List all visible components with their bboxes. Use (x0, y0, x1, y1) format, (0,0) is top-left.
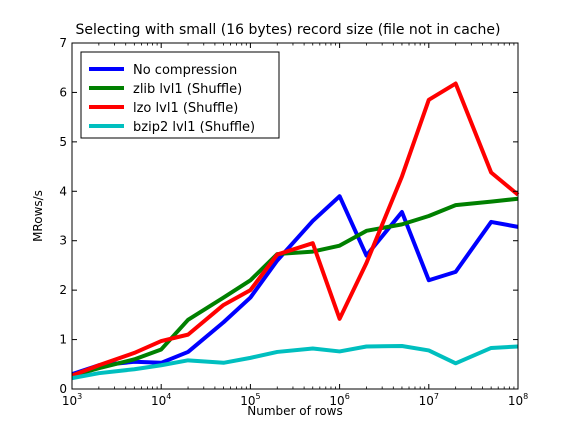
series-layer (71, 81, 520, 381)
x-axis: 103 104 105 106 107 108 (62, 43, 528, 408)
legend: No compression zlib lvl1 (Shuffle) lzo lvl… (80, 51, 280, 139)
legend-label-1: zlib lvl1 (Shuffle) (133, 82, 242, 97)
y-tick-label: 3 (59, 234, 67, 248)
y-tick-label: 0 (59, 382, 67, 396)
x-axis-label: Number of rows (247, 404, 342, 418)
series-line-2 (71, 81, 520, 378)
y-tick-label: 7 (59, 36, 67, 50)
x-tick-label: 108 (508, 392, 528, 408)
y-axis: 0 1 2 3 4 5 6 7 (59, 36, 518, 396)
legend-label-2: lzo lvl1 (Shuffle) (133, 101, 238, 116)
y-axis-label: MRows/s (31, 190, 45, 242)
x-tick-label: 107 (419, 392, 439, 408)
legend-box (80, 51, 280, 139)
x-tick-label: 106 (329, 392, 349, 408)
y-tick-label: 1 (59, 333, 67, 347)
legend-label-3: bzip2 lvl1 (Shuffle) (133, 120, 255, 135)
series-line-0 (71, 194, 519, 377)
plot-frame (71, 42, 519, 390)
series-line-1 (71, 196, 519, 378)
x-tick-label: 103 (62, 392, 82, 408)
y-tick-label: 5 (59, 135, 67, 149)
y-tick-label: 4 (59, 184, 67, 198)
y-tick-label: 2 (59, 283, 67, 297)
series-line-3 (71, 344, 519, 381)
x-tick-label: 105 (240, 392, 260, 408)
chart-title: Selecting with small (16 bytes) record s… (76, 22, 501, 38)
y-tick-label: 6 (59, 85, 67, 99)
x-tick-label: 104 (151, 392, 171, 408)
legend-label-0: No compression (133, 63, 237, 78)
